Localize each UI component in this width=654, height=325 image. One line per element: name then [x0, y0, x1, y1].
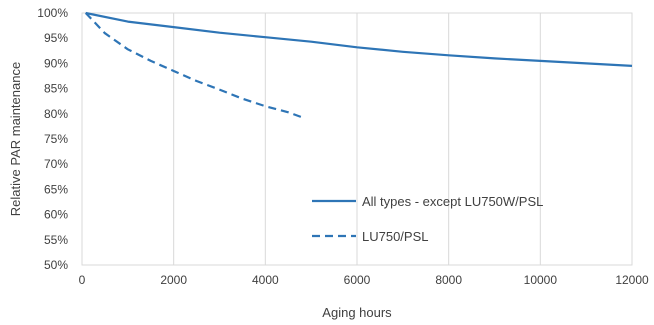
y-tick-label: 100%	[37, 6, 68, 20]
y-tick-label: 70%	[44, 157, 68, 171]
series-line-all-types	[85, 11, 633, 67]
x-tick-label: 6000	[344, 273, 371, 287]
legend-label-all-types: All types - except LU750W/PSL	[362, 194, 543, 209]
series-line-lu750	[84, 12, 303, 119]
y-tick-label: 50%	[44, 258, 68, 272]
legend-label-lu750: LU750/PSL	[362, 229, 429, 244]
y-tick-label: 90%	[44, 56, 68, 70]
x-tick-label: 2000	[160, 273, 187, 287]
y-axis-title: Relative PAR maintenance	[8, 62, 23, 216]
x-tick-label: 4000	[252, 273, 279, 287]
y-tick-label: 55%	[44, 233, 68, 247]
x-tick-label: 12000	[615, 273, 649, 287]
x-axis-tick-labels: 0 2000 4000 6000 8000 10000 12000	[79, 273, 649, 287]
x-tick-label: 0	[79, 273, 86, 287]
x-tick-label: 10000	[524, 273, 558, 287]
chart-series	[84, 11, 633, 119]
y-tick-label: 60%	[44, 208, 68, 222]
chart-legend: All types - except LU750W/PSL LU750/PSL	[312, 194, 543, 244]
y-tick-label: 80%	[44, 107, 68, 121]
y-axis-tick-labels: 50% 55% 60% 65% 70% 75% 80% 85% 90% 95% 100%	[37, 6, 68, 272]
y-tick-label: 65%	[44, 182, 68, 196]
y-tick-label: 95%	[44, 31, 68, 45]
x-tick-label: 8000	[435, 273, 462, 287]
x-axis-title: Aging hours	[322, 305, 392, 320]
y-tick-label: 85%	[44, 82, 68, 96]
chart-grid	[81, 13, 633, 265]
plot-area-border	[81, 12, 633, 266]
y-tick-label: 75%	[44, 132, 68, 146]
